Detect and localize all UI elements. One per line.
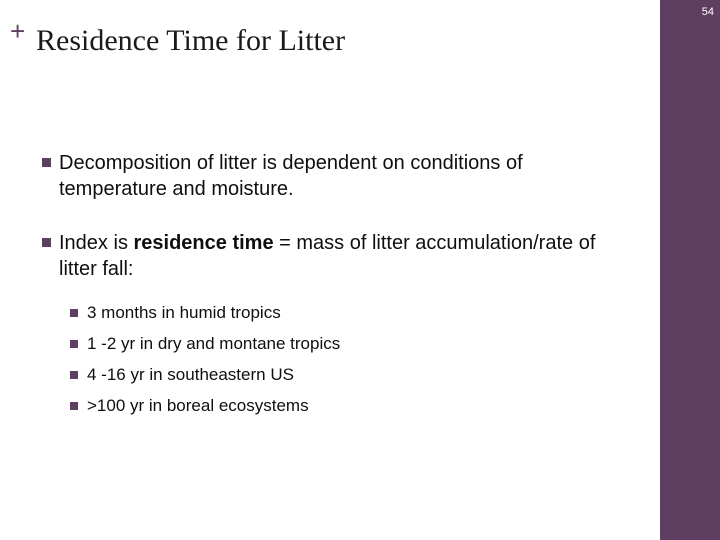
bullet-prefix: Index <box>59 232 108 254</box>
bullet-bold: residence time <box>134 232 274 254</box>
bullet-before-bold: is <box>108 232 134 254</box>
sub-bullet-list: 3 months in humid tropics 1 -2 yr in dry… <box>70 302 622 418</box>
bullet-text: Index is residence time = mass of litter… <box>59 230 622 282</box>
square-bullet-icon <box>70 309 78 317</box>
sub-bullet-text: 4 -16 yr in southeastern US <box>87 364 294 387</box>
bullet-prefix: Decomposition <box>59 152 191 174</box>
square-bullet-icon <box>70 340 78 348</box>
sub-bullet-item: 3 months in humid tropics <box>70 302 622 325</box>
bullet-item: Index is residence time = mass of litter… <box>42 230 622 282</box>
plus-icon: + <box>10 16 25 47</box>
sub-bullet-item: >100 yr in boreal ecosystems <box>70 395 622 418</box>
bullet-text: Decomposition of litter is dependent on … <box>59 150 622 202</box>
square-bullet-icon <box>70 371 78 379</box>
sub-bullet-item: 1 -2 yr in dry and montane tropics <box>70 333 622 356</box>
slide-content: Decomposition of litter is dependent on … <box>42 150 622 426</box>
square-bullet-icon <box>42 158 51 167</box>
square-bullet-icon <box>42 238 51 247</box>
bullet-item: Decomposition of litter is dependent on … <box>42 150 622 202</box>
slide-title: Residence Time for Litter <box>36 24 345 58</box>
accent-sidebar <box>660 0 720 540</box>
sub-bullet-text: 3 months in humid tropics <box>87 302 281 325</box>
sub-bullet-text: 1 -2 yr in dry and montane tropics <box>87 333 340 356</box>
sub-bullet-item: 4 -16 yr in southeastern US <box>70 364 622 387</box>
page-number: 54 <box>702 6 714 18</box>
sub-bullet-text: >100 yr in boreal ecosystems <box>87 395 309 418</box>
square-bullet-icon <box>70 402 78 410</box>
